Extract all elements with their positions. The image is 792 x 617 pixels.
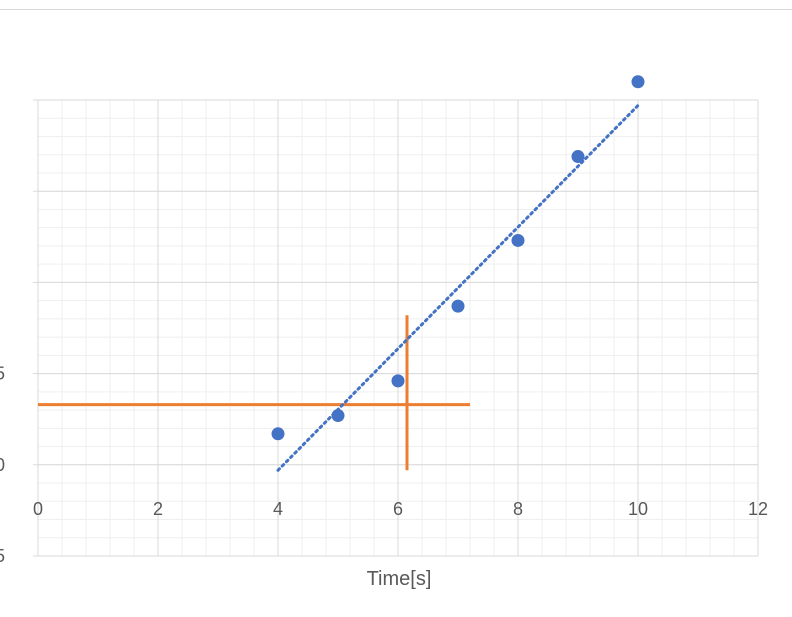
data-point [391,374,405,388]
x-tick-label: 2 [153,499,163,519]
data-point [631,75,645,89]
data-point [451,299,465,313]
major-gridlines [33,99,759,557]
x-tick-label: 4 [273,499,283,519]
data-point [571,150,585,164]
y-tick-label: 5 [0,546,5,566]
x-tick-label: 12 [748,499,768,519]
x-tick-label: 8 [513,499,523,519]
top-divider [0,9,792,10]
x-tick-label: 0 [33,499,43,519]
data-points [271,75,645,441]
x-tick-labels: 0 2 4 6 8 10 12 [33,499,768,519]
x-tick-label: 10 [628,499,648,519]
y-tick-label: 0 [0,455,5,475]
y-tick-labels: 5 0 5 [0,364,5,566]
data-point [331,409,345,423]
y-tick-label: 5 [0,364,5,384]
x-tick-label: 6 [393,499,403,519]
data-point [271,427,285,441]
x-axis-label: Time[s] [367,568,432,590]
data-point [511,233,525,247]
